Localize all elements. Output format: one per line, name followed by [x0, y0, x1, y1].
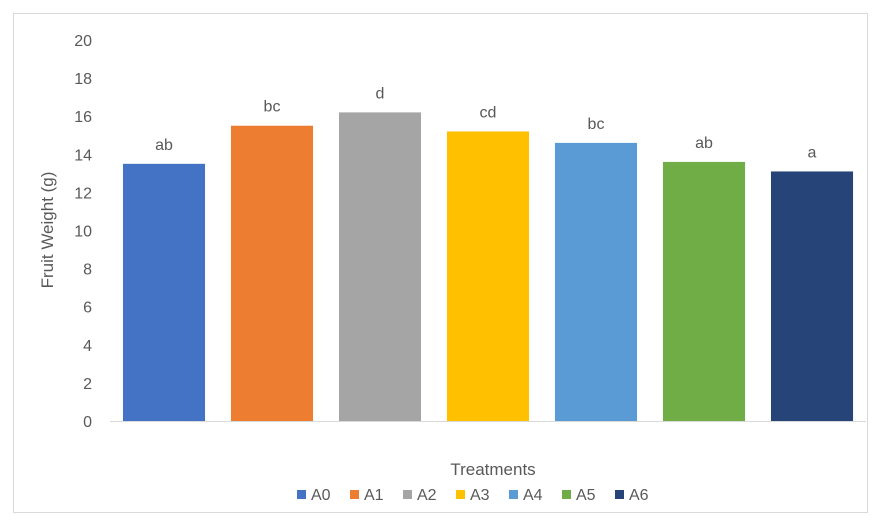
y-tick-label: 14: [74, 147, 92, 164]
bar-a4: [554, 142, 638, 421]
legend-label-a6: A6: [629, 487, 649, 504]
y-tick-label: 8: [83, 262, 92, 279]
bar-a5: [662, 161, 746, 422]
legend-label-a4: A4: [523, 487, 543, 504]
legend-swatch-a5: [562, 490, 571, 499]
data-label-a5: ab: [695, 135, 713, 152]
legend-label-a5: A5: [576, 487, 596, 504]
legend-label-a3: A3: [470, 487, 490, 504]
data-label-a1: bc: [264, 99, 281, 116]
bar-a0: [122, 163, 206, 421]
y-tick-label: 6: [83, 300, 92, 317]
y-tick-label: 20: [74, 33, 92, 50]
bar-a6: [770, 171, 854, 421]
y-tick-label: 12: [74, 185, 92, 202]
y-tick-label: 2: [83, 376, 92, 393]
y-tick-label: 10: [74, 224, 92, 241]
legend-label-a0: A0: [311, 487, 331, 504]
legend-swatch-a1: [350, 490, 359, 499]
bar-a1: [230, 125, 314, 421]
plot-area: 0 2 4 6 8 10 12 14 16 18 20 ab bc d cd bc ab a: [74, 33, 866, 431]
y-tick-label: 16: [74, 109, 92, 126]
y-tick-label: 4: [83, 338, 92, 355]
bar-a2: [338, 112, 422, 421]
legend: A0 A1 A2 A3 A4 A5 A6: [297, 487, 649, 504]
legend-label-a2: A2: [417, 487, 437, 504]
data-label-a0: ab: [155, 137, 173, 154]
data-label-a4: bc: [588, 116, 605, 133]
y-tick-label: 0: [83, 414, 92, 431]
data-label-a2: d: [376, 85, 385, 102]
y-axis-title: Fruit Weight (g): [38, 172, 57, 289]
y-tick-label: 18: [74, 71, 92, 88]
legend-swatch-a0: [297, 490, 306, 499]
data-label-a3: cd: [480, 104, 497, 121]
x-axis-title: Treatments: [450, 460, 535, 479]
legend-swatch-a4: [509, 490, 518, 499]
legend-swatch-a6: [615, 490, 624, 499]
legend-swatch-a2: [403, 490, 412, 499]
legend-swatch-a3: [456, 490, 465, 499]
legend-label-a1: A1: [364, 487, 384, 504]
bar-a3: [446, 131, 530, 421]
data-label-a6: a: [808, 144, 817, 161]
